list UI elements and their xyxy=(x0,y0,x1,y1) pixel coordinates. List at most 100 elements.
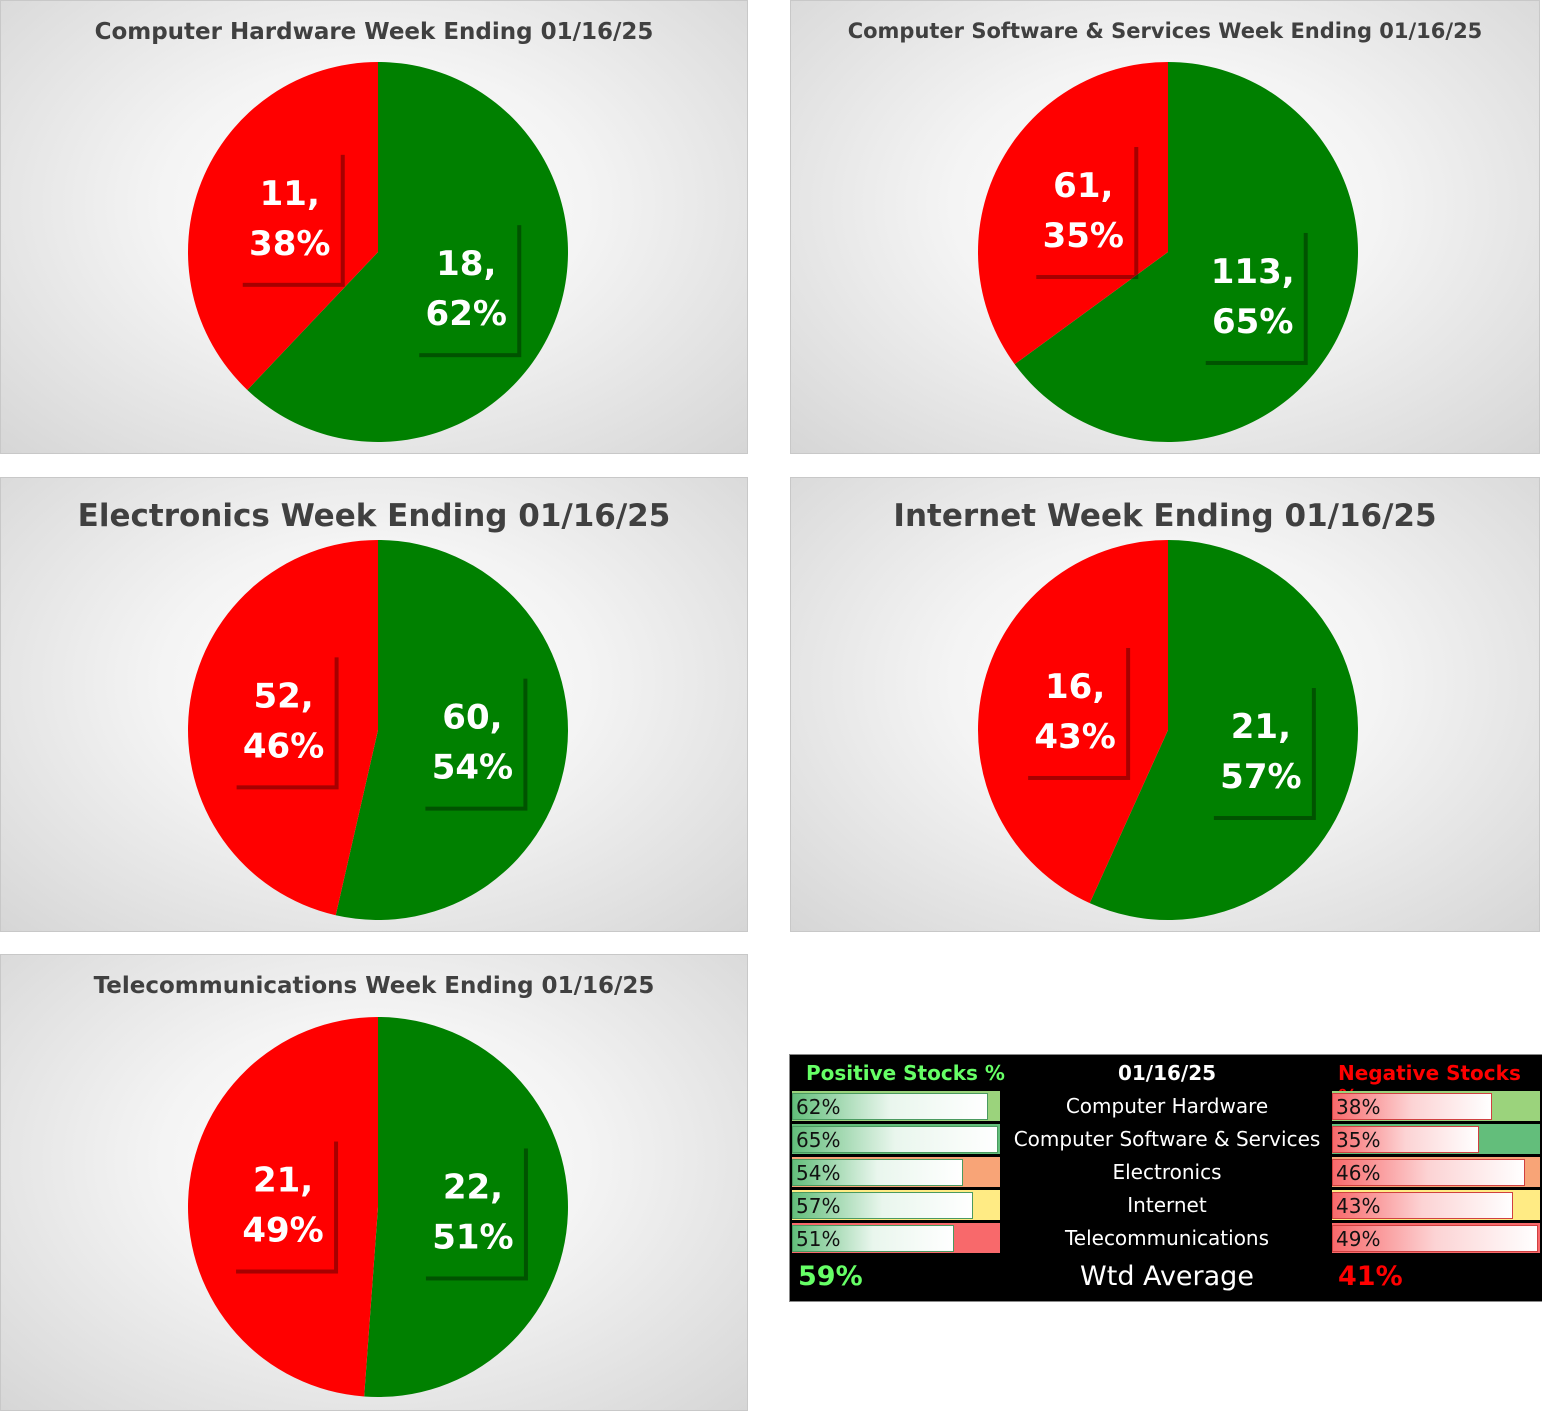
positive-value: 54% xyxy=(796,1161,841,1185)
category-name: Computer Software & Services xyxy=(1013,1127,1321,1151)
date-header: 01/16/25 xyxy=(1117,1061,1217,1085)
negative-cell: 49% xyxy=(1332,1223,1540,1253)
data-label-negative: 21,49% xyxy=(232,1137,339,1274)
label-box xyxy=(232,653,335,786)
label-count: 113, xyxy=(1211,252,1295,292)
negative-bar xyxy=(1332,1126,1480,1153)
chart-title: Telecommunications Week Ending 01/16/25 xyxy=(93,973,655,999)
chart-title: Computer Software & Services Week Ending… xyxy=(847,19,1483,43)
positive-bar xyxy=(792,1225,954,1252)
negative-cell: 46% xyxy=(1332,1157,1540,1187)
chart-panel-computer-software: Computer Software & Services Week Ending… xyxy=(790,0,1540,454)
summary-average-row: 59% Wtd Average 41% xyxy=(792,1255,1540,1295)
label-box xyxy=(421,1144,524,1277)
summary-row: 54% Electronics 46% xyxy=(792,1156,1540,1189)
positive-cell: 65% xyxy=(792,1124,1000,1154)
negative-value: 35% xyxy=(1336,1128,1381,1152)
label-box xyxy=(1024,643,1127,776)
label-box xyxy=(232,1137,335,1270)
avg-positive: 59% xyxy=(798,1261,863,1292)
positive-bar xyxy=(792,1126,998,1153)
label-percent: 62% xyxy=(426,294,507,334)
category-name: Computer Hardware xyxy=(1065,1094,1269,1118)
negative-value: 38% xyxy=(1336,1095,1381,1119)
pie-chart: 21,57%16,43% xyxy=(977,540,1358,920)
summary-header-row: Positive Stocks % 01/16/25 Negative Stoc… xyxy=(792,1057,1540,1109)
positive-cell: 57% xyxy=(792,1190,1000,1220)
negative-cell: 43% xyxy=(1332,1190,1540,1220)
positive-bar xyxy=(792,1159,964,1186)
pie-chart: 22,51%21,49% xyxy=(187,1017,568,1397)
label-count: 11, xyxy=(260,174,320,214)
category-name: Internet xyxy=(1127,1193,1207,1217)
chart-panel-computer-hardware: Computer Hardware Week Ending 01/16/25 1… xyxy=(0,0,748,454)
data-label-negative: 16,43% xyxy=(1024,643,1131,780)
label-box xyxy=(415,221,518,354)
label-box xyxy=(238,150,341,283)
label-count: 22, xyxy=(443,1167,503,1207)
category-name: Telecommunications xyxy=(1064,1226,1270,1250)
positive-cell: 54% xyxy=(792,1157,1000,1187)
label-percent: 65% xyxy=(1212,302,1293,342)
pie-chart: 60,54%52,46% xyxy=(187,540,568,920)
category-name: Electronics xyxy=(1112,1160,1222,1184)
chart-title: Internet Week Ending 01/16/25 xyxy=(893,498,1437,534)
label-count: 52, xyxy=(253,676,313,716)
label-count: 16, xyxy=(1045,667,1105,707)
negative-bar xyxy=(1332,1192,1513,1219)
label-percent: 57% xyxy=(1220,757,1301,797)
data-label-positive: 22,51% xyxy=(421,1144,528,1281)
label-box xyxy=(421,674,524,807)
pie-chart: 18,62%11,38% xyxy=(187,61,568,442)
positive-bar xyxy=(792,1192,973,1219)
label-count: 21, xyxy=(1231,707,1291,747)
label-box xyxy=(1201,228,1304,361)
positive-bar xyxy=(792,1093,989,1120)
data-label-positive: 113, 65% xyxy=(1201,228,1308,365)
summary-row: 62% Computer Hardware 38% xyxy=(792,1090,1540,1123)
positive-header: Positive Stocks % xyxy=(806,1061,1005,1085)
data-label-negative: 52,46% xyxy=(232,653,339,790)
data-label-positive: 21,57% xyxy=(1209,684,1316,821)
negative-value: 49% xyxy=(1336,1227,1381,1251)
negative-bar xyxy=(1332,1225,1538,1252)
label-count: 21, xyxy=(253,1161,313,1201)
label-percent: 35% xyxy=(1043,216,1124,256)
avg-negative: 41% xyxy=(1338,1261,1403,1292)
label-percent: 46% xyxy=(243,726,324,766)
label-percent: 38% xyxy=(249,224,330,264)
avg-label: Wtd Average xyxy=(1080,1261,1254,1292)
label-percent: 54% xyxy=(432,748,513,788)
pie-chart: 113,65%61,35% xyxy=(978,62,1358,442)
positive-value: 51% xyxy=(796,1227,841,1251)
summary-row: 57% Internet 43% xyxy=(792,1189,1540,1222)
chart-panel-electronics: Electronics Week Ending 01/16/25 60, 54% 5… xyxy=(0,477,748,932)
data-label-positive: 18,62% xyxy=(415,221,522,358)
label-count: 61, xyxy=(1053,166,1113,206)
data-label-positive: 60,54% xyxy=(421,674,528,811)
negative-value: 43% xyxy=(1336,1194,1381,1218)
positive-value: 57% xyxy=(796,1194,841,1218)
positive-cell: 51% xyxy=(792,1223,1000,1253)
label-percent: 51% xyxy=(432,1217,513,1257)
chart-panel-internet: Internet Week Ending 01/16/25 21, 57% 16, 4… xyxy=(790,477,1540,932)
summary-row: 51% Telecommunications 49% xyxy=(792,1222,1540,1255)
label-box xyxy=(1209,684,1312,817)
label-percent: 43% xyxy=(1034,717,1115,757)
summary-table: Positive Stocks % 01/16/25 Negative Stoc… xyxy=(789,1054,1542,1302)
negative-value: 46% xyxy=(1336,1161,1381,1185)
summary-row: 65% Computer Software & Services 35% xyxy=(792,1123,1540,1156)
chart-title: Electronics Week Ending 01/16/25 xyxy=(77,498,671,534)
positive-value: 62% xyxy=(796,1095,841,1119)
label-count: 18, xyxy=(436,244,496,284)
positive-value: 65% xyxy=(796,1128,841,1152)
chart-title: Computer Hardware Week Ending 01/16/25 xyxy=(94,19,654,45)
label-percent: 49% xyxy=(242,1211,323,1251)
negative-cell: 35% xyxy=(1332,1124,1540,1154)
data-label-negative: 61,35% xyxy=(1032,143,1139,280)
data-label-negative: 11,38% xyxy=(238,150,345,287)
label-count: 60, xyxy=(442,698,502,738)
positive-cell: 62% xyxy=(792,1091,1000,1121)
negative-bar xyxy=(1332,1159,1526,1186)
chart-panel-telecommunications: Telecommunications Week Ending 01/16/25 … xyxy=(0,954,748,1411)
